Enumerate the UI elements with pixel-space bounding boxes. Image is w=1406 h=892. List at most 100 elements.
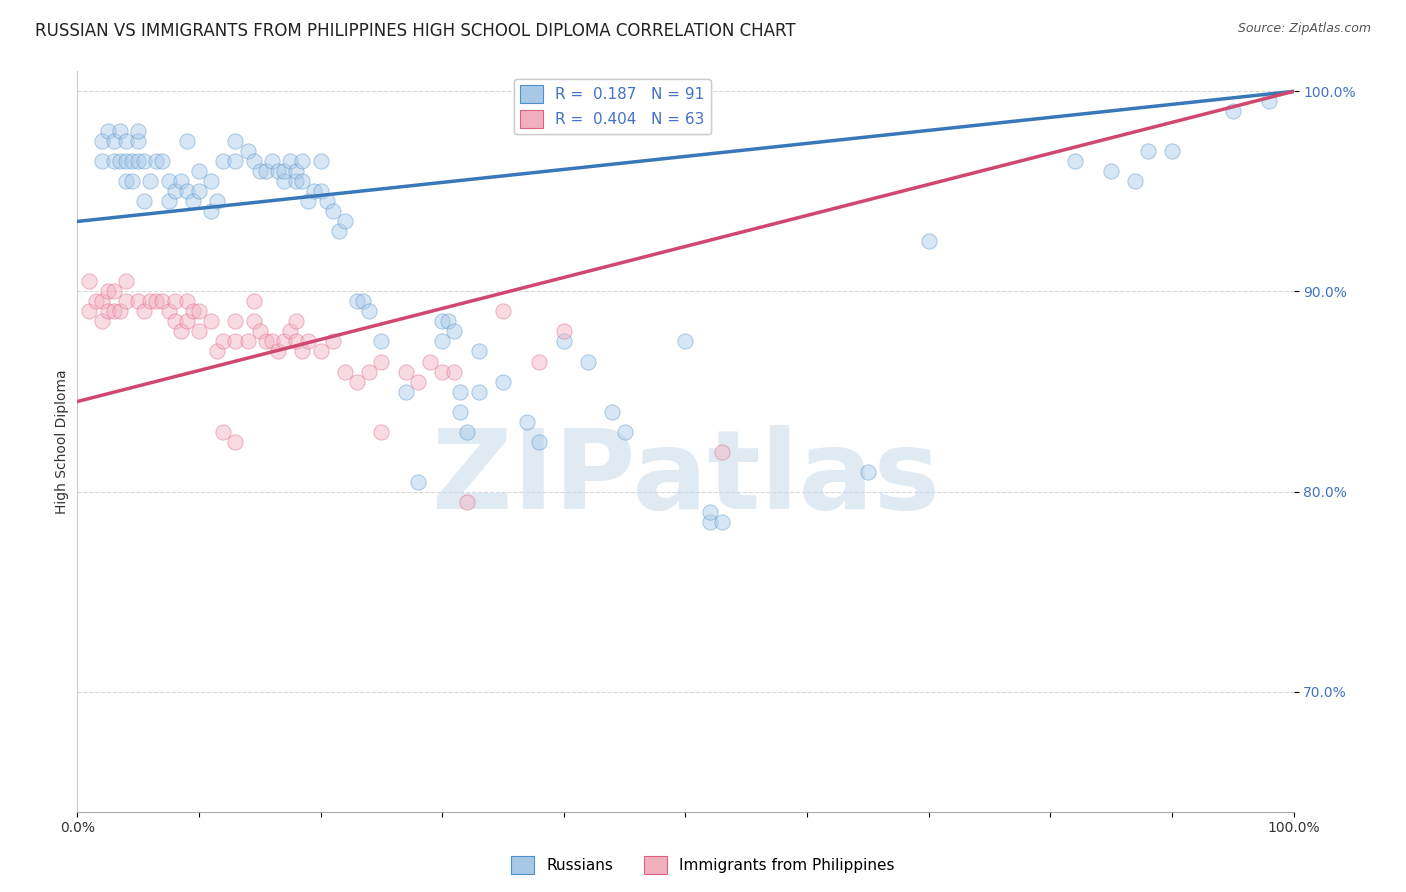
Point: [115, 294, 138, 309]
Point: [370, 334, 392, 349]
Point: [309, 185, 332, 199]
Point: [675, 334, 697, 349]
Point: [224, 314, 246, 328]
Point: [456, 425, 478, 439]
Point: [285, 314, 308, 328]
Point: [419, 354, 441, 368]
Point: [1222, 104, 1244, 119]
Point: [304, 185, 326, 199]
Point: [613, 425, 636, 439]
Point: [333, 364, 356, 378]
Point: [449, 384, 471, 399]
Point: [254, 334, 277, 349]
Point: [516, 415, 538, 429]
Point: [699, 515, 721, 529]
Point: [79, 304, 101, 318]
Point: [249, 164, 271, 178]
Point: [291, 344, 314, 359]
Point: [285, 164, 308, 178]
Point: [134, 304, 156, 318]
Point: [121, 174, 143, 188]
Point: [285, 174, 308, 188]
Point: [576, 354, 599, 368]
Point: [260, 334, 283, 349]
Point: [212, 154, 235, 169]
Point: [145, 294, 167, 309]
Point: [359, 364, 381, 378]
Point: [157, 194, 180, 209]
Point: [430, 314, 453, 328]
Point: [90, 314, 112, 328]
Point: [242, 314, 264, 328]
Point: [103, 154, 125, 169]
Point: [127, 154, 149, 169]
Point: [254, 164, 277, 178]
Point: [176, 185, 198, 199]
Point: [176, 135, 198, 149]
Point: [309, 154, 332, 169]
Point: [1099, 164, 1122, 178]
Text: ZIPatlas: ZIPatlas: [432, 425, 939, 532]
Point: [710, 444, 733, 458]
Point: [406, 475, 429, 489]
Point: [370, 425, 392, 439]
Point: [315, 194, 337, 209]
Point: [359, 304, 381, 318]
Point: [242, 154, 264, 169]
Point: [467, 384, 489, 399]
Point: [108, 124, 131, 138]
Point: [103, 285, 125, 299]
Point: [267, 344, 290, 359]
Point: [242, 294, 264, 309]
Point: [553, 334, 575, 349]
Point: [157, 304, 180, 318]
Point: [236, 145, 259, 159]
Point: [1136, 145, 1159, 159]
Point: [291, 154, 314, 169]
Point: [267, 164, 290, 178]
Point: [163, 185, 186, 199]
Point: [152, 154, 174, 169]
Point: [309, 344, 332, 359]
Point: [205, 194, 228, 209]
Point: [97, 285, 120, 299]
Point: [188, 185, 211, 199]
Point: [370, 354, 392, 368]
Point: [710, 515, 733, 529]
Point: [108, 304, 131, 318]
Point: [278, 154, 301, 169]
Point: [278, 325, 301, 339]
Point: [395, 384, 418, 399]
Point: [181, 304, 204, 318]
Point: [90, 294, 112, 309]
Point: [224, 135, 246, 149]
Point: [260, 154, 283, 169]
Point: [273, 334, 295, 349]
Y-axis label: High School Diploma: High School Diploma: [55, 369, 69, 514]
Point: [115, 275, 138, 289]
Point: [170, 174, 193, 188]
Point: [467, 344, 489, 359]
Point: [273, 174, 295, 188]
Point: [170, 325, 193, 339]
Point: [79, 275, 101, 289]
Point: [443, 325, 465, 339]
Point: [322, 334, 344, 349]
Point: [1125, 174, 1147, 188]
Text: Source: ZipAtlas.com: Source: ZipAtlas.com: [1237, 22, 1371, 36]
Point: [134, 154, 156, 169]
Point: [322, 204, 344, 219]
Point: [297, 194, 319, 209]
Point: [188, 325, 211, 339]
Point: [212, 334, 235, 349]
Point: [200, 204, 222, 219]
Point: [1161, 145, 1184, 159]
Point: [139, 174, 162, 188]
Point: [856, 465, 879, 479]
Point: [443, 364, 465, 378]
Point: [529, 434, 551, 449]
Point: [176, 314, 198, 328]
Point: [236, 334, 259, 349]
Point: [406, 375, 429, 389]
Legend: Russians, Immigrants from Philippines: Russians, Immigrants from Philippines: [505, 850, 901, 880]
